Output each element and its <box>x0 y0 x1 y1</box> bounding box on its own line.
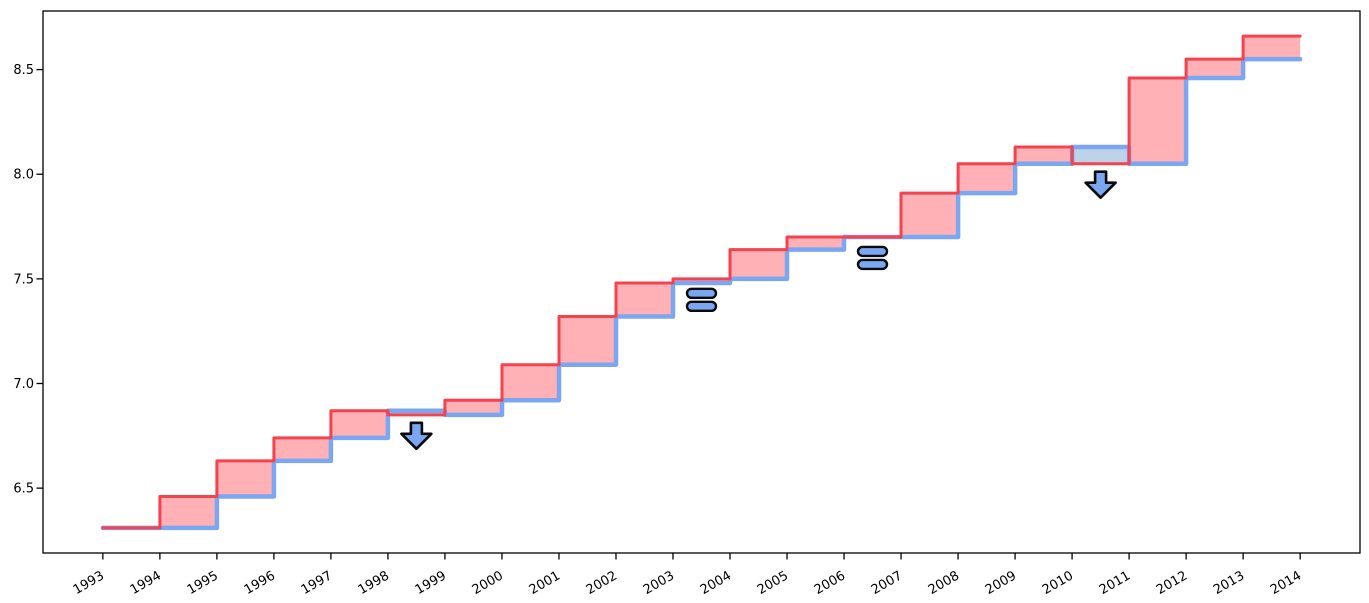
increase-fill-segment <box>787 237 845 250</box>
increase-fill-segment <box>1186 59 1244 78</box>
blue-step-line <box>100 56 1303 531</box>
increase-fill-segment <box>730 249 788 279</box>
increase-fill-segment <box>958 163 1016 194</box>
y-tick-label: 7.0 <box>13 377 34 392</box>
down-arrow-icon-marker <box>400 421 433 451</box>
increase-fill-segment <box>330 410 388 438</box>
equals-icon-marker <box>856 245 889 271</box>
increase-fill-segment <box>1015 147 1073 164</box>
increase-fill-segment <box>901 193 959 238</box>
y-tick-label: 6.5 <box>13 482 34 497</box>
down-arrow-icon-marker <box>1084 170 1117 199</box>
decrease-fill-segment <box>1072 147 1130 164</box>
equals-icon <box>856 258 889 271</box>
red-step-line <box>101 34 1302 530</box>
down-arrow-icon <box>400 421 433 451</box>
plot-frame <box>42 10 1361 554</box>
increase-fill-segment <box>1129 77 1187 164</box>
increase-fill-segment <box>1243 36 1301 60</box>
equals-icon <box>856 245 889 258</box>
increase-fill-segment <box>273 437 331 461</box>
increase-fill-segment <box>615 283 673 317</box>
y-tick-label: 7.5 <box>13 272 34 287</box>
equals-icon <box>685 300 718 312</box>
equals-icon <box>685 287 718 299</box>
y-tick-label: 8.5 <box>13 63 34 78</box>
increase-fill-segment <box>216 460 274 497</box>
equals-icon-marker <box>685 287 718 312</box>
increase-fill-segment <box>444 400 502 415</box>
y-tick-label: 8.0 <box>13 168 34 183</box>
increase-fill-segment <box>558 316 616 365</box>
increase-fill-segment <box>501 364 559 401</box>
down-arrow-icon <box>1084 170 1117 199</box>
increase-fill-segment <box>159 496 217 528</box>
